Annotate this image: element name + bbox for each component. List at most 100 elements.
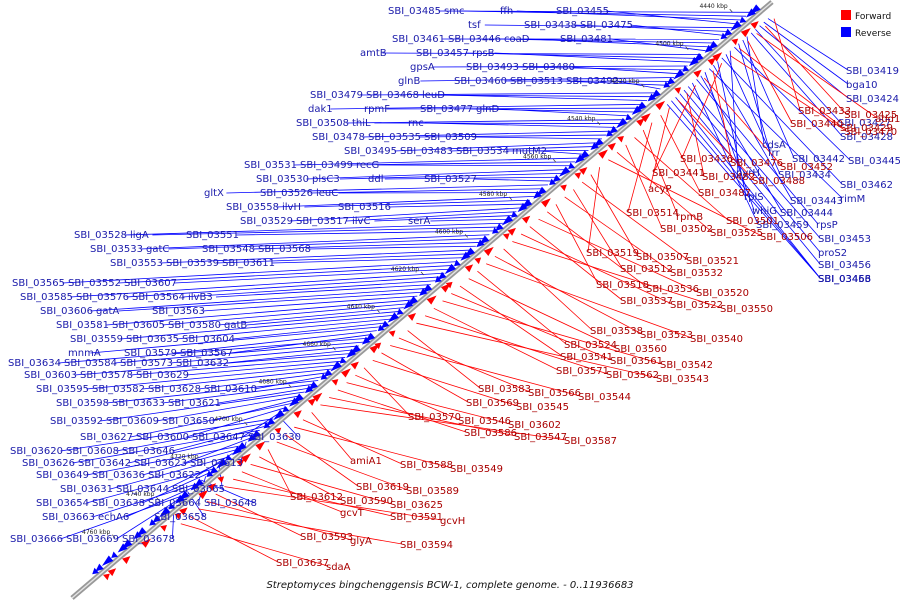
gene-label-forward: SBI_03590 bbox=[340, 496, 393, 507]
gene-label-forward: SBI_03520 bbox=[696, 288, 749, 299]
gene-label-reverse: SBI_03582 bbox=[92, 384, 145, 395]
reverse-gene-feature bbox=[178, 490, 190, 502]
gene-label-reverse: SBI_03530 bbox=[256, 174, 309, 185]
gene-label-reverse: whiG bbox=[752, 206, 777, 217]
gene-label-forward: SBI_03588 bbox=[400, 460, 453, 471]
connector-line bbox=[416, 322, 659, 379]
forward-gene-feature bbox=[341, 368, 351, 378]
gene-label-reverse: SBI_03463 bbox=[818, 274, 871, 285]
connector-line bbox=[363, 367, 411, 417]
gene-label-reverse: SBI_03620 bbox=[10, 446, 63, 457]
gene-label-forward: SBI_03602 bbox=[508, 420, 561, 431]
tick-mark bbox=[420, 271, 424, 276]
reverse-gene-feature bbox=[552, 174, 561, 183]
gene-label-forward: SBI_03546 bbox=[458, 416, 511, 427]
forward-gene-feature bbox=[712, 52, 723, 62]
gene-label-reverse: SBI_03424 bbox=[846, 94, 899, 105]
gene-label-reverse: ligA bbox=[130, 230, 149, 241]
reverse-gene-feature bbox=[434, 275, 442, 283]
gene-label-reverse: SBI_03622 bbox=[148, 470, 201, 481]
gene-label-reverse: rpmF bbox=[364, 104, 390, 115]
reverse-gene-feature bbox=[577, 150, 590, 161]
forward-gene-feature bbox=[307, 398, 317, 406]
forward-gene-feature bbox=[740, 27, 751, 38]
gene-label-reverse: SBI_03632 bbox=[176, 358, 229, 369]
reverse-gene-feature bbox=[549, 178, 556, 186]
connector-line bbox=[86, 364, 337, 390]
reverse-gene-feature bbox=[101, 555, 114, 566]
gene-label-forward: SBI_03549 bbox=[450, 464, 503, 475]
gene-features bbox=[92, 4, 761, 581]
gene-label-forward: SBI_03625 bbox=[390, 500, 443, 511]
gene-label-reverse: SBI_03654 bbox=[36, 498, 89, 509]
connector-line bbox=[625, 144, 663, 229]
gene-label-reverse: cdsA bbox=[762, 140, 786, 151]
gene-label-reverse: proS2 bbox=[818, 248, 847, 259]
connector-line bbox=[246, 311, 400, 326]
connector-line bbox=[468, 278, 617, 349]
connector-line bbox=[162, 303, 409, 326]
gene-label-forward: SBI_03619 bbox=[356, 482, 409, 493]
gene-label-reverse: SBI_03434 bbox=[778, 170, 831, 181]
legend-swatch-forward bbox=[841, 10, 851, 20]
connector-line bbox=[374, 122, 620, 124]
reverse-gene-feature bbox=[381, 320, 390, 329]
gene-label-reverse: SBI_03634 bbox=[8, 358, 61, 369]
gene-label-reverse: SBI_03495 bbox=[344, 146, 397, 157]
tick-label: 4700 kbp bbox=[214, 416, 242, 423]
gene-label-forward: SBI_03523 bbox=[640, 330, 693, 341]
gene-label-reverse: SBI_03604 bbox=[182, 334, 235, 345]
connector-line bbox=[418, 134, 607, 138]
gene-label-forward: SBI_03433 bbox=[798, 106, 851, 117]
connector-line bbox=[311, 412, 353, 461]
connector-line bbox=[627, 122, 653, 213]
gene-label-forward: SBI_03538 bbox=[590, 326, 643, 337]
gene-label-forward: SBI_03440 bbox=[790, 119, 843, 130]
reverse-gene-feature bbox=[663, 81, 671, 88]
connector-line bbox=[212, 399, 296, 422]
gene-label-reverse: SBI_03445 bbox=[848, 156, 900, 167]
gene-label-reverse: SBI_03478 bbox=[312, 132, 365, 143]
reverse-gene-feature bbox=[438, 271, 447, 280]
connector-line bbox=[564, 196, 673, 273]
gene-label-reverse: SBI_03621 bbox=[168, 398, 221, 409]
connector-line bbox=[206, 501, 353, 541]
gene-label-reverse: SBI_03462 bbox=[840, 180, 893, 191]
gene-label-reverse: SBI_03607 bbox=[124, 278, 177, 289]
forward-gene-feature bbox=[198, 489, 209, 500]
gene-label-reverse: SBI_03650 bbox=[162, 416, 215, 427]
gene-label-forward: SBI_03560 bbox=[614, 344, 667, 355]
gene-label-reverse: SBI_03499 bbox=[300, 160, 353, 171]
connector-line bbox=[539, 150, 584, 155]
gene-label-reverse: rpsB bbox=[472, 48, 495, 59]
reverse-gene-feature bbox=[609, 125, 618, 134]
gene-label-reverse: SBI_03581 bbox=[56, 320, 109, 331]
connector-line bbox=[630, 24, 724, 36]
forward-gene-feature bbox=[617, 135, 624, 143]
connector-line bbox=[486, 263, 693, 339]
gene-label-reverse: pyrH bbox=[736, 168, 760, 179]
connector-line bbox=[526, 38, 711, 48]
reverse-gene-feature bbox=[152, 515, 161, 523]
gene-label-reverse: SBI_03623 bbox=[134, 458, 187, 469]
gene-label-forward: SBI_03501 bbox=[726, 216, 779, 227]
forward-gene-feature bbox=[141, 538, 151, 548]
connector-line bbox=[420, 77, 675, 82]
gene-label-reverse: SBI_03635 bbox=[126, 334, 179, 345]
reverse-gene-feature bbox=[266, 417, 276, 426]
connector-line bbox=[306, 169, 566, 180]
gene-label-reverse: SBI_03598 bbox=[56, 398, 109, 409]
gene-label-reverse: SBI_03475 bbox=[580, 20, 633, 31]
gene-label-reverse: SBI_03568 bbox=[258, 244, 311, 255]
gene-label-reverse: SBI_03419 bbox=[846, 66, 899, 77]
connector-line bbox=[186, 406, 287, 438]
forward-gene-feature bbox=[445, 281, 453, 289]
gene-label-forward: SBI_03482 bbox=[702, 172, 755, 183]
connector-line bbox=[560, 80, 666, 86]
gene-label-reverse: leuD bbox=[422, 90, 445, 101]
connector-line bbox=[198, 372, 328, 390]
gene-label-forward: gcvH bbox=[440, 516, 465, 527]
reverse-gene-feature bbox=[339, 356, 347, 364]
forward-gene-feature bbox=[407, 312, 417, 321]
connector-line bbox=[738, 43, 771, 153]
